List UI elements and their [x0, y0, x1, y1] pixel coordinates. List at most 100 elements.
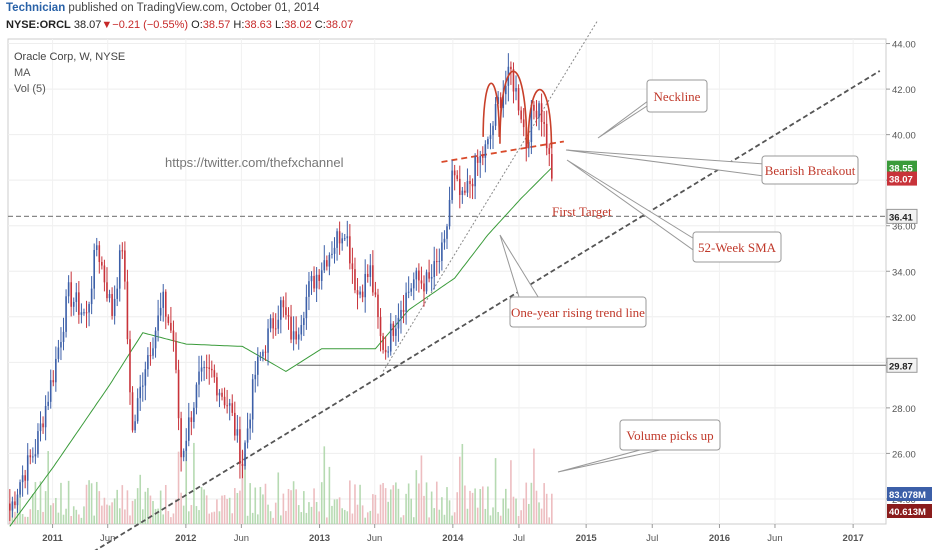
candle-body	[200, 367, 203, 372]
candle-body	[269, 318, 272, 329]
candle-body	[282, 300, 285, 308]
annotations: Neckline Bearish Breakout 52-Week SMA One-y…	[499, 79, 859, 473]
close-value: 38.07	[325, 19, 354, 31]
volume-bar	[47, 451, 49, 524]
volume-bar	[405, 493, 407, 524]
volume-bar	[111, 502, 113, 524]
volume-bar	[262, 494, 264, 524]
volume-bar	[392, 485, 395, 524]
candle-body	[267, 328, 269, 353]
first-target-label: First Target	[552, 204, 612, 219]
volume-bar	[65, 508, 67, 524]
legend-ma: MA	[14, 67, 31, 79]
volume-bar	[246, 515, 249, 524]
candle-body	[251, 379, 254, 420]
candle-body	[47, 401, 49, 406]
candle-body	[9, 503, 11, 511]
volume-bar	[290, 490, 292, 524]
volume-bar	[499, 515, 502, 524]
volume-bar	[19, 489, 21, 524]
candle-body	[262, 351, 264, 357]
x-axis: 2011 Jun 2012 Jun 2013 Jun 2014 Jul 2015 Jul 2016 J…	[42, 524, 864, 544]
candle-body	[333, 247, 336, 254]
y-tick-label: 36.00	[892, 222, 916, 233]
open-value: 38.57	[202, 19, 231, 31]
volume-bar	[423, 495, 425, 524]
candle-body	[216, 377, 218, 396]
volume-bar	[402, 515, 405, 524]
symbol[interactable]: NYSE:ORCL	[6, 19, 71, 31]
volume-bar	[481, 486, 484, 524]
y-tick-label: 28.00	[892, 404, 916, 415]
volume-bar	[139, 474, 142, 524]
volume-bar	[21, 514, 24, 524]
volume-bar	[251, 512, 254, 524]
volume-bar	[282, 493, 285, 524]
volume-bar	[259, 486, 262, 524]
volume-bar	[182, 505, 185, 524]
volume-bar	[121, 485, 124, 524]
candle-body	[535, 110, 538, 118]
candle-body	[62, 331, 65, 342]
volume-bar	[126, 490, 129, 524]
candle-body	[341, 238, 343, 244]
author-link[interactable]: Technician	[6, 2, 66, 14]
volume-bar	[152, 500, 154, 524]
volume-bar	[471, 492, 474, 524]
candle-body	[65, 296, 67, 332]
volume-bar	[318, 511, 320, 524]
volume-bar	[484, 508, 487, 524]
volume-bar	[397, 488, 400, 524]
candle-body	[175, 341, 177, 370]
volume-bar	[277, 472, 280, 524]
y-tick-label: 32.00	[892, 313, 916, 324]
candle-body	[193, 407, 195, 422]
volume-bar	[323, 446, 326, 524]
volume-bar	[354, 484, 356, 524]
x-tick-label: 2017	[843, 533, 864, 544]
volume-bar	[234, 488, 236, 524]
volume-bar	[205, 495, 208, 524]
volume-bar	[78, 514, 80, 524]
candle-body	[497, 97, 499, 104]
volume-bar	[356, 504, 359, 524]
legend-title: Oracle Corp, W, NYSE	[14, 51, 125, 63]
volume-bar	[374, 494, 377, 524]
candle-body	[57, 347, 60, 359]
sma-52w-line	[9, 167, 553, 527]
candle-body	[190, 417, 193, 422]
x-tick-label: 2015	[576, 533, 598, 544]
y-tick-label: 42.00	[892, 85, 916, 96]
candle-body	[359, 291, 361, 295]
volume-bar	[528, 503, 530, 524]
candle-body	[356, 290, 359, 295]
volume-bar	[14, 511, 16, 524]
volume-bar	[448, 500, 451, 524]
volume-bar	[313, 488, 315, 524]
candle-body	[410, 288, 413, 292]
volume-bar	[254, 487, 257, 524]
candle-body	[402, 309, 405, 312]
candle-body	[349, 236, 351, 264]
candle-body	[32, 456, 34, 458]
candle-body	[548, 148, 551, 155]
candle-body	[433, 261, 436, 277]
volume-bar	[55, 497, 57, 524]
volume-bar	[147, 487, 149, 524]
volume-bar	[517, 516, 520, 524]
candle-body	[364, 273, 366, 298]
candle-body	[55, 358, 57, 383]
volume-bar	[551, 493, 553, 524]
candle-body	[520, 110, 522, 120]
candle-body	[213, 370, 216, 378]
candle-body	[545, 123, 548, 149]
candle-body	[295, 331, 297, 340]
candle-body	[136, 398, 139, 422]
candle-body	[244, 442, 246, 467]
candle-body	[441, 242, 443, 261]
candle-body	[318, 274, 320, 281]
volume-bar	[60, 482, 62, 524]
volume-bar	[510, 460, 512, 524]
trend-line-label-box	[509, 296, 647, 328]
candle-body	[205, 367, 208, 369]
